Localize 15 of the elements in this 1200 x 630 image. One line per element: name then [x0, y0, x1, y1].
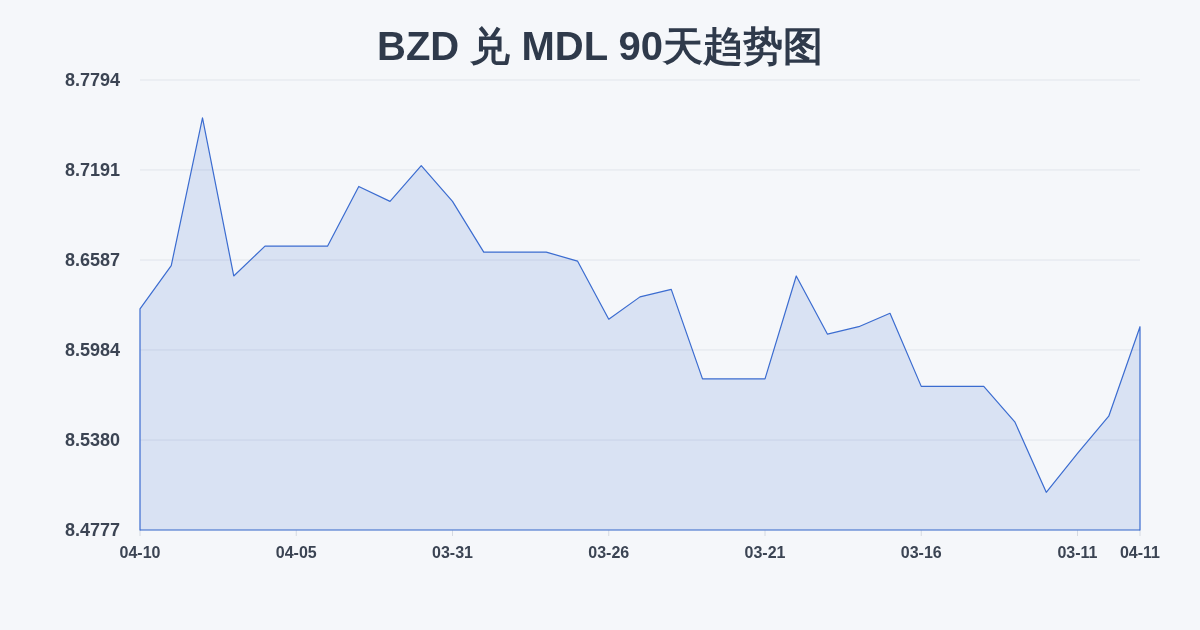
y-tick-label: 8.5984: [64, 339, 120, 360]
x-tick-label: 03-31: [432, 544, 474, 561]
y-tick-label: 8.7794: [64, 70, 120, 90]
x-tick-label: 03-26: [588, 544, 630, 561]
y-tick-label: 8.4777: [64, 520, 120, 540]
y-tick-label: 8.5380: [64, 430, 120, 451]
x-tick-label: 04-11: [1119, 544, 1161, 561]
x-tick-label: 04-10: [119, 544, 161, 561]
x-tick-label: 03-16: [900, 544, 942, 561]
x-tick-label: 03-11: [1057, 544, 1098, 561]
y-tick-label: 8.7191: [64, 159, 120, 180]
x-tick-label: 03-21: [744, 544, 786, 561]
chart-title: BZD 兑 MDL 90天趋势图: [377, 24, 823, 68]
y-tick-label: 8.6587: [64, 250, 120, 271]
x-tick-label: 04-05: [275, 544, 317, 561]
